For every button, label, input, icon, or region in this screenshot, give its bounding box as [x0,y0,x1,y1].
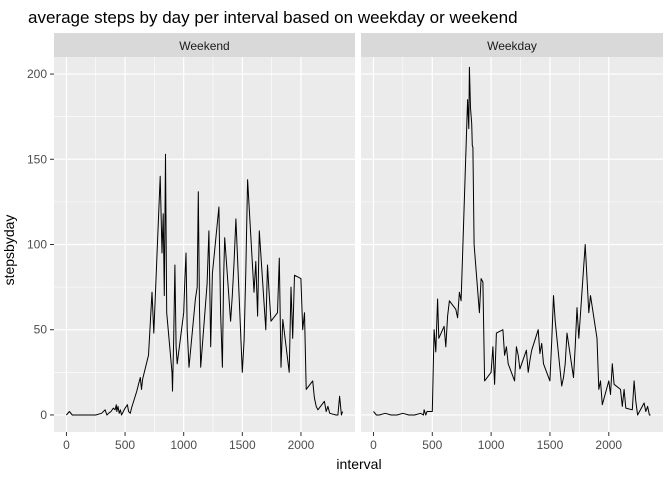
y-tick-label: 200 [27,67,47,81]
y-tick-label: 100 [27,238,47,252]
y-tick-label: 0 [40,408,47,422]
panel-weekend: Weekend 0 500 1000 1500 2000 0 50 100 150 200 [27,33,355,452]
x-tick-label: 0 [63,438,70,452]
x-tick-label: 1000 [478,438,505,452]
panel-weekday: Weekday 0 500 1000 1500 2000 [361,33,663,452]
chart-title: average steps by day per interval based … [28,8,518,27]
y-tick-label: 50 [34,323,48,337]
y-axis-label: stepsbyday [1,215,17,286]
series-line-weekend [66,153,344,416]
x-tick-label: 1000 [170,438,197,452]
x-tick-label: 500 [422,438,442,452]
facet-strip-label: Weekend [179,39,229,53]
series-line-weekday [373,66,651,416]
x-tick-label: 1500 [229,438,256,452]
x-axis-label: interval [336,456,381,472]
x-tick-label: 0 [370,438,377,452]
x-tick-label: 1500 [537,438,564,452]
facet-strip [361,33,663,57]
x-tick-label: 500 [115,438,135,452]
x-tick-label: 2000 [595,438,622,452]
x-tick-label: 2000 [288,438,315,452]
facet-strip [54,33,355,57]
y-tick-label: 150 [27,152,47,166]
facet-strip-label: Weekday [487,39,537,53]
panels-group: Weekend 0 500 1000 1500 2000 0 50 100 150 200 Weekd… [27,33,663,452]
